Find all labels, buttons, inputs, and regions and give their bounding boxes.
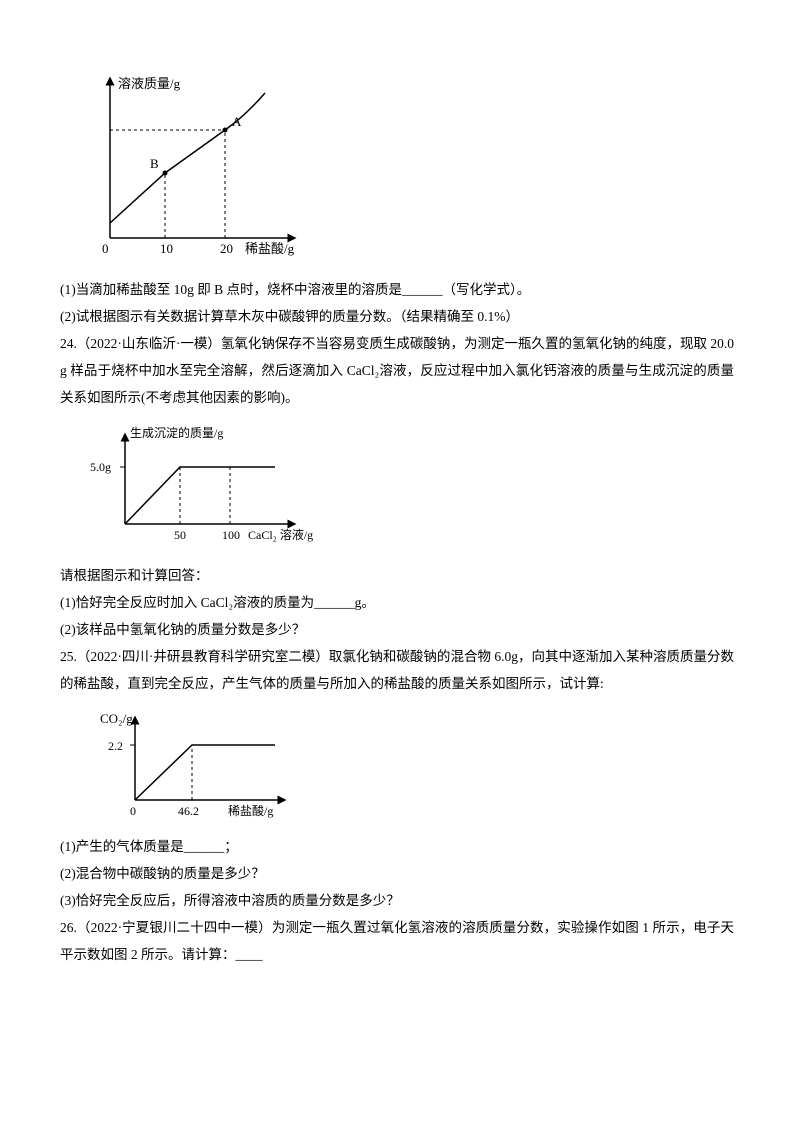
q2-text: (2)试根据图示有关数据计算草木灰中碳酸钾的质量分数。（结果精确至 0.1%） (60, 303, 734, 330)
p24a: 请根据图示和计算回答： (60, 562, 734, 589)
svg-text:CO₂/g: CO₂/g (100, 711, 133, 726)
p25q1: (1)产生的气体质量是______； (60, 833, 734, 860)
q1-text: (1)当滴加稀盐酸至 10g 即 B 点时，烧杯中溶液里的溶质是______（写… (60, 276, 734, 303)
svg-text:2.2: 2.2 (108, 739, 123, 753)
p24q2: (2)该样品中氢氧化钠的质量分数是多少？ (60, 616, 734, 643)
chart-2: 生成沉淀的质量/g 5.0g 50 100 CaCl₂ 溶液/g (80, 419, 734, 554)
p26: 26.（2022·宁夏银川二十四中一模）为测定一瓶久置过氧化氢溶液的溶质质量分数… (60, 914, 734, 968)
svg-text:100: 100 (222, 528, 240, 542)
svg-text:生成沉淀的质量/g: 生成沉淀的质量/g (130, 425, 223, 440)
svg-text:0: 0 (102, 241, 109, 256)
svg-text:B: B (150, 156, 159, 171)
svg-text:20: 20 (220, 241, 233, 256)
svg-text:0: 0 (130, 804, 136, 818)
svg-text:A: A (232, 114, 242, 129)
svg-text:10: 10 (160, 241, 173, 256)
svg-text:稀盐酸/g: 稀盐酸/g (245, 241, 295, 256)
p24q1: (1)恰好完全反应时加入 CaCl₂溶液的质量为______g。 (60, 589, 734, 616)
svg-text:溶液质量/g: 溶液质量/g (118, 76, 181, 91)
p24: 24.（2022·山东临沂·一模）氢氧化钠保存不当容易变质生成碳酸钠，为测定一瓶… (60, 330, 734, 411)
p25: 25.（2022·四川·井研县教育科学研究室二模）取氯化钠和碳酸钠的混合物 6.… (60, 643, 734, 697)
svg-text:5.0g: 5.0g (90, 460, 111, 474)
svg-text:50: 50 (174, 528, 186, 542)
chart-3: CO₂/g 2.2 0 46.2 稀盐酸/g (80, 705, 734, 825)
svg-text:稀盐酸/g: 稀盐酸/g (228, 803, 273, 818)
chart-1: B A 溶液质量/g 10 20 0 稀盐酸/g (80, 68, 734, 268)
svg-text:CaCl₂ 溶液/g: CaCl₂ 溶液/g (248, 527, 313, 542)
svg-text:46.2: 46.2 (178, 804, 199, 818)
p25q3: (3)恰好完全反应后，所得溶液中溶质的质量分数是多少？ (60, 887, 734, 914)
p25q2: (2)混合物中碳酸钠的质量是多少？ (60, 860, 734, 887)
